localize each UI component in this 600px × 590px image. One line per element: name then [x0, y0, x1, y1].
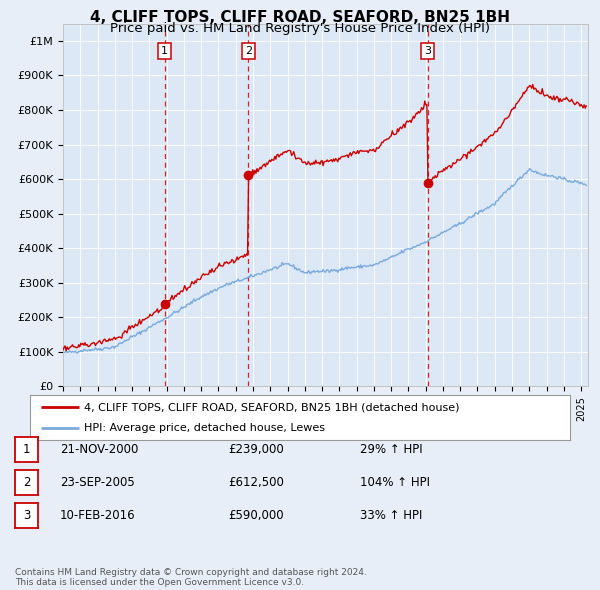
- Text: 21-NOV-2000: 21-NOV-2000: [60, 443, 139, 456]
- Text: £612,500: £612,500: [228, 476, 284, 489]
- Text: Price paid vs. HM Land Registry's House Price Index (HPI): Price paid vs. HM Land Registry's House …: [110, 22, 490, 35]
- Text: 1: 1: [161, 46, 168, 56]
- Text: 29% ↑ HPI: 29% ↑ HPI: [360, 443, 422, 456]
- Text: 2: 2: [23, 476, 30, 489]
- Text: 3: 3: [23, 509, 30, 522]
- Text: 33% ↑ HPI: 33% ↑ HPI: [360, 509, 422, 522]
- Text: £590,000: £590,000: [228, 509, 284, 522]
- Text: 2: 2: [245, 46, 252, 56]
- Text: 10-FEB-2016: 10-FEB-2016: [60, 509, 136, 522]
- Text: 1: 1: [23, 443, 30, 456]
- Text: Contains HM Land Registry data © Crown copyright and database right 2024.
This d: Contains HM Land Registry data © Crown c…: [15, 568, 367, 587]
- Text: 4, CLIFF TOPS, CLIFF ROAD, SEAFORD, BN25 1BH: 4, CLIFF TOPS, CLIFF ROAD, SEAFORD, BN25…: [90, 10, 510, 25]
- Text: 104% ↑ HPI: 104% ↑ HPI: [360, 476, 430, 489]
- Text: 4, CLIFF TOPS, CLIFF ROAD, SEAFORD, BN25 1BH (detached house): 4, CLIFF TOPS, CLIFF ROAD, SEAFORD, BN25…: [84, 402, 460, 412]
- Text: 23-SEP-2005: 23-SEP-2005: [60, 476, 135, 489]
- Text: £239,000: £239,000: [228, 443, 284, 456]
- Text: HPI: Average price, detached house, Lewes: HPI: Average price, detached house, Lewe…: [84, 424, 325, 434]
- Text: 3: 3: [424, 46, 431, 56]
